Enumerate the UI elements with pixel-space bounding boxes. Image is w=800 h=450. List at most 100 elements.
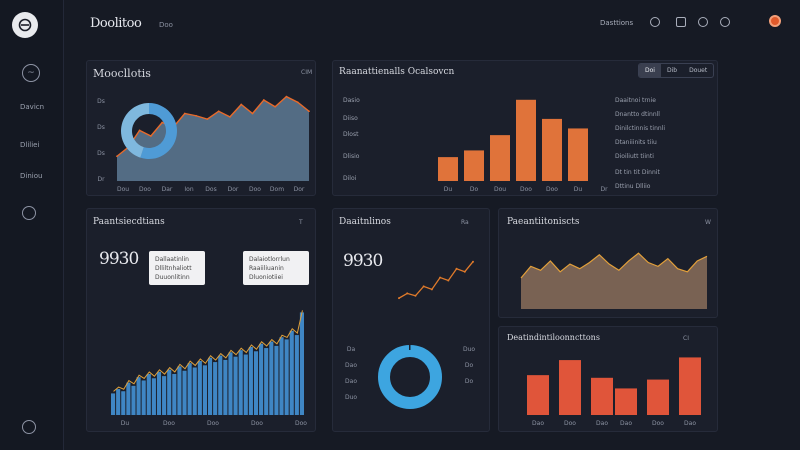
transactions-bar-30 bbox=[264, 348, 269, 415]
main-x-tick-2: Dar bbox=[162, 186, 173, 193]
transactions-x-tick-2: Doo bbox=[207, 420, 219, 427]
ratio-donut-chart: Da Dao Dao Duo Duo Do Do bbox=[345, 338, 475, 409]
ratio-value: 9930 bbox=[343, 251, 383, 271]
main-y-tick-2: Ds bbox=[97, 150, 105, 157]
panel-sales-title: Deatindintiloonncttons bbox=[507, 333, 600, 342]
info-card-0[interactable]: Dallaatinlin Dlliltnhaliott Duuonlitinn bbox=[149, 251, 205, 285]
sales-bar-4 bbox=[647, 379, 669, 415]
legend-item-3: Dlisio bbox=[343, 153, 360, 160]
sales-x-tick-2: Dao bbox=[596, 420, 608, 427]
ratio-donut-ring bbox=[378, 345, 442, 409]
ratio-point-7 bbox=[455, 267, 458, 270]
sales-bar-3 bbox=[615, 388, 637, 415]
main-area-chart: Dou Doo Dar Ion Dos Dor Doo Dom Dor Ds Ds Ds Dr bbox=[97, 95, 310, 193]
ratio-point-4 bbox=[430, 288, 433, 291]
main-x-tick-3: Ion bbox=[184, 186, 193, 193]
transactions-bar-33 bbox=[279, 337, 284, 415]
main-area-line bbox=[116, 95, 310, 157]
revenue-x-tick-1: Do bbox=[470, 186, 479, 193]
main-area-point-9 bbox=[217, 110, 220, 113]
period-toggle[interactable]: Doi Dib Douet bbox=[638, 63, 715, 78]
side-row-0: Daaitnoi trnie bbox=[615, 97, 656, 104]
info-card-1[interactable]: Dalaiotlorrlun Raaiiliuanin Dluoniotiiei bbox=[243, 251, 309, 285]
panel-transactions-action[interactable]: T bbox=[299, 219, 303, 226]
topbar-text[interactable]: Dasttions bbox=[600, 19, 634, 27]
transactions-bar-2 bbox=[121, 391, 126, 415]
side-row-6: Dttinu Dlliio bbox=[615, 183, 651, 190]
performance-area-line bbox=[520, 252, 708, 279]
main-area-point-14 bbox=[274, 105, 277, 108]
panel-sales-action[interactable]: CI bbox=[683, 335, 689, 342]
transactions-bar-12 bbox=[172, 373, 177, 415]
transactions-bar-11 bbox=[167, 369, 172, 415]
settings-icon[interactable] bbox=[22, 420, 36, 434]
card-0-line-1: Dlliltnhaliott bbox=[155, 265, 192, 272]
transactions-bar-21 bbox=[218, 355, 223, 415]
sales-bar-1 bbox=[559, 360, 581, 415]
legend-item-0: Dasio bbox=[343, 97, 360, 104]
revenue-x-tick-0: Du bbox=[444, 186, 453, 193]
transactions-bar-1 bbox=[116, 389, 121, 415]
sales-bar-5 bbox=[679, 357, 701, 415]
panel-sales: Deatindintiloonncttons CI Dao Doo Dao Dao Do… bbox=[498, 326, 718, 432]
transactions-x-tick-0: Du bbox=[121, 420, 130, 427]
main-x-tick-6: Doo bbox=[249, 186, 261, 193]
legend-item-1: Diiso bbox=[343, 115, 358, 122]
sales-x-tick-3: Dao bbox=[620, 420, 632, 427]
main-area-point-16 bbox=[296, 101, 299, 104]
transactions-bar-34 bbox=[284, 339, 289, 415]
gear-icon[interactable] bbox=[698, 17, 708, 27]
main-area-point-17 bbox=[308, 110, 310, 113]
transactions-bar-36 bbox=[294, 335, 299, 415]
revenue-x-tick-3: Doo bbox=[520, 186, 532, 193]
sales-bar-chart: Dao Doo Dao Dao Doo Dao bbox=[527, 357, 701, 427]
main-donut-slice-0 bbox=[140, 103, 177, 159]
revenue-bar-2 bbox=[490, 135, 510, 181]
chat-icon[interactable] bbox=[720, 17, 730, 27]
transactions-bar-14 bbox=[182, 370, 187, 415]
revenue-x-tick-4: Doo bbox=[546, 186, 558, 193]
transactions-x-tick-1: Doo bbox=[163, 420, 175, 427]
ratio-donut-gap bbox=[409, 338, 411, 350]
revenue-bar-chart: Du Do Dou Doo Doo Du Dr bbox=[438, 99, 608, 193]
ratio-point-8 bbox=[463, 270, 466, 273]
toggle-option-1[interactable]: Dib bbox=[666, 67, 678, 74]
panel-performance-action[interactable]: W bbox=[705, 219, 711, 226]
ratio-line-chart bbox=[398, 260, 474, 300]
transactions-bar-22 bbox=[223, 359, 228, 415]
sidebar-item-1[interactable]: Dliliei bbox=[20, 141, 40, 149]
transactions-bar-0 bbox=[111, 393, 116, 415]
logo[interactable] bbox=[12, 12, 38, 38]
app-subtitle: Doo bbox=[159, 21, 173, 29]
panel-main: Moocllotis CIM Dou Doo Dar Ion Dos Dor Doo Dom D… bbox=[86, 60, 316, 196]
ratio-point-1 bbox=[406, 292, 409, 295]
ratio-point-9 bbox=[472, 260, 474, 263]
compass-icon[interactable] bbox=[22, 206, 36, 220]
bell-icon[interactable] bbox=[676, 17, 686, 27]
ratio-label-2: Dao bbox=[345, 378, 357, 385]
transactions-bar-28 bbox=[253, 351, 259, 415]
main-x-tick-4: Dos bbox=[205, 186, 216, 193]
toggle-option-2[interactable]: Douet bbox=[689, 67, 708, 74]
transactions-bar-16 bbox=[192, 367, 197, 415]
ratio-label-1: Dao bbox=[345, 362, 357, 369]
panel-main-title: Moocllotis bbox=[93, 67, 151, 80]
ratio-label-4: Duo bbox=[463, 346, 475, 353]
activity-icon[interactable]: ~ bbox=[22, 64, 40, 82]
revenue-bar-3 bbox=[516, 99, 536, 181]
main-area-point-6 bbox=[183, 112, 186, 115]
clock-icon[interactable] bbox=[650, 17, 660, 27]
transactions-value: 9930 bbox=[99, 249, 139, 269]
transactions-bar-9 bbox=[156, 371, 162, 415]
sidebar-item-2[interactable]: Diniou bbox=[20, 172, 43, 180]
panel-main-action[interactable]: CIM bbox=[301, 69, 313, 76]
transactions-bar-15 bbox=[187, 363, 192, 415]
app-title: Doolitoo bbox=[90, 16, 142, 31]
legend-item-2: Dlost bbox=[343, 131, 359, 138]
avatar[interactable] bbox=[769, 15, 781, 27]
toggle-option-0[interactable]: Doi bbox=[639, 64, 661, 77]
revenue-bar-1 bbox=[464, 150, 484, 181]
revenue-x-tick-2: Dou bbox=[494, 186, 506, 193]
sidebar-item-0[interactable]: Davicn bbox=[20, 103, 45, 111]
panel-ratio-action[interactable]: Ra bbox=[461, 219, 469, 226]
